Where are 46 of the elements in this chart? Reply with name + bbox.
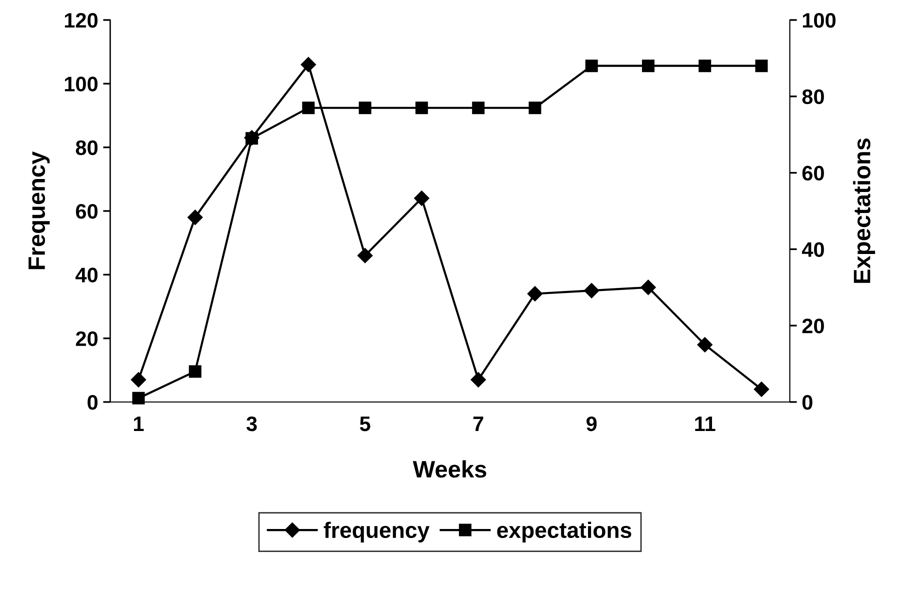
point: [754, 382, 770, 397]
y-tick-label: 120: [64, 13, 98, 28]
point: [130, 372, 146, 388]
point: [640, 280, 656, 295]
y2-tick-label: 80: [802, 89, 824, 104]
x-tick-label: 3: [246, 416, 257, 432]
point: [302, 102, 315, 114]
y-tick-label: 80: [76, 140, 98, 156]
legend-label: frequency: [324, 522, 430, 542]
point: [755, 60, 768, 72]
y-tick-label: 0: [88, 395, 98, 410]
point: [584, 283, 600, 298]
point: [697, 337, 712, 352]
y2-tick-label: 40: [802, 242, 824, 257]
y-axis-title: Frequency: [28, 151, 50, 270]
point: [357, 248, 373, 264]
x-tick-label: 7: [473, 416, 484, 431]
x-axis-title: Weeks: [412, 460, 486, 478]
point: [188, 210, 203, 225]
legend-label: expectations: [497, 522, 632, 542]
point: [132, 392, 145, 404]
point: [698, 60, 712, 72]
point: [472, 102, 485, 114]
point: [415, 102, 428, 114]
point: [300, 56, 316, 72]
point: [358, 102, 372, 114]
y-tick-label: 40: [76, 268, 98, 282]
y2-tick-label: 60: [802, 166, 824, 181]
y-tick-label: 60: [76, 204, 98, 219]
y-tick-label: 100: [64, 76, 98, 92]
point: [585, 60, 598, 72]
point: [528, 102, 542, 114]
y2-tick-label: 20: [802, 318, 824, 334]
y2-axis-title: Expectations: [853, 138, 876, 283]
point: [414, 190, 430, 206]
point: [642, 60, 654, 72]
x-tick-label: 5: [360, 416, 370, 432]
y2-tick-label: 0: [802, 395, 812, 410]
x-tick-label: 11: [695, 416, 716, 431]
point: [527, 286, 543, 302]
y-tick-label: 20: [76, 331, 98, 346]
y2-tick-label: 100: [802, 13, 836, 28]
x-tick-label: 1: [134, 416, 144, 431]
x-tick-label: 9: [586, 416, 597, 432]
point: [470, 372, 486, 388]
point: [188, 365, 202, 378]
